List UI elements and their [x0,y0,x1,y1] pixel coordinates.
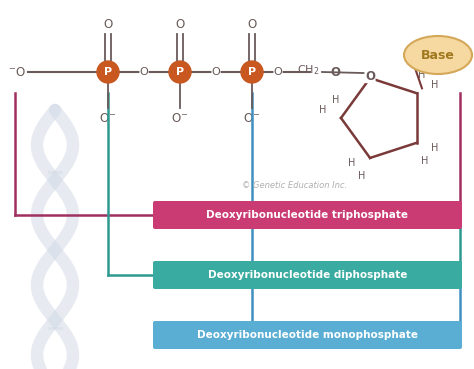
Text: P: P [248,67,256,77]
Text: P: P [176,67,184,77]
Text: Deoxyribonucleotide diphosphate: Deoxyribonucleotide diphosphate [208,270,407,280]
Text: © Genetic Education Inc.: © Genetic Education Inc. [242,180,347,190]
Text: O: O [330,66,340,79]
Text: H: H [319,105,327,115]
FancyBboxPatch shape [153,321,462,349]
Circle shape [97,61,119,83]
Text: O: O [140,67,148,77]
Text: Deoxyribonucleotide monophosphate: Deoxyribonucleotide monophosphate [197,330,418,340]
Text: O: O [247,17,256,31]
Text: CH$_2$: CH$_2$ [297,63,319,77]
Text: O: O [365,69,375,83]
Text: H: H [418,70,426,80]
Text: H: H [431,143,438,153]
Text: Deoxyribonucleotide triphosphate: Deoxyribonucleotide triphosphate [207,210,409,220]
Text: O$^{-}$: O$^{-}$ [171,111,189,124]
Text: O$^{-}$: O$^{-}$ [243,111,261,124]
Text: O: O [103,17,113,31]
FancyBboxPatch shape [153,201,462,229]
Text: P: P [104,67,112,77]
Text: Base: Base [421,48,455,62]
Text: H: H [348,158,356,168]
Text: O: O [211,67,220,77]
FancyBboxPatch shape [153,261,462,289]
Ellipse shape [404,36,472,74]
Text: O: O [273,67,283,77]
Text: H: H [431,80,438,90]
Circle shape [241,61,263,83]
Text: $^{-}$O: $^{-}$O [8,66,26,79]
Text: O: O [175,17,185,31]
Text: H: H [332,95,340,105]
Text: H: H [421,156,428,166]
Text: O$^{-}$: O$^{-}$ [99,111,117,124]
Circle shape [169,61,191,83]
Text: H: H [358,171,366,181]
